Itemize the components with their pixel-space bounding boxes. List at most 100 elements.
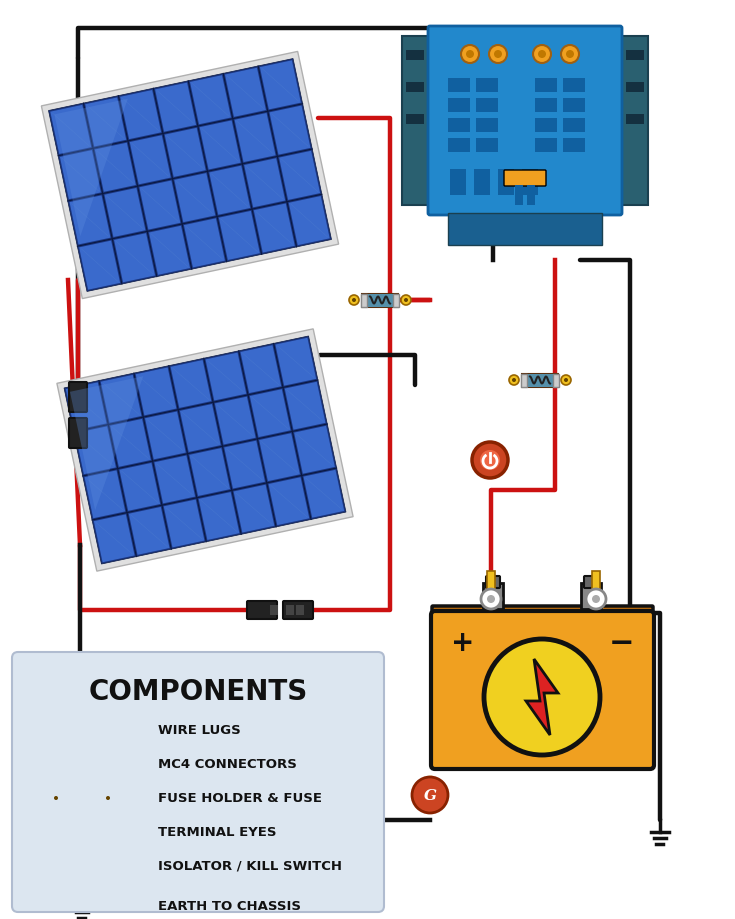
Polygon shape <box>234 113 276 162</box>
Bar <box>450 169 466 195</box>
Polygon shape <box>63 791 69 804</box>
Polygon shape <box>276 338 316 386</box>
Polygon shape <box>526 659 558 735</box>
Polygon shape <box>206 353 246 401</box>
Polygon shape <box>149 226 190 275</box>
Polygon shape <box>254 203 295 253</box>
Polygon shape <box>104 187 146 237</box>
Polygon shape <box>70 722 94 738</box>
Text: FUSE HOLDER & FUSE: FUSE HOLDER & FUSE <box>158 791 322 804</box>
Polygon shape <box>526 373 554 387</box>
Bar <box>620 36 648 205</box>
Polygon shape <box>64 336 346 564</box>
Polygon shape <box>200 120 240 169</box>
Polygon shape <box>209 165 250 215</box>
Circle shape <box>404 298 408 302</box>
Circle shape <box>538 50 546 58</box>
Polygon shape <box>79 241 120 289</box>
Bar <box>487 571 495 591</box>
Bar <box>535 78 557 92</box>
Circle shape <box>466 50 474 58</box>
Polygon shape <box>250 390 290 437</box>
FancyBboxPatch shape <box>431 611 654 769</box>
Bar <box>270 605 278 615</box>
Polygon shape <box>279 151 320 200</box>
Polygon shape <box>268 477 309 525</box>
Bar <box>563 78 585 92</box>
Bar <box>476 78 498 92</box>
Polygon shape <box>294 425 335 473</box>
Bar <box>626 114 644 124</box>
Polygon shape <box>68 791 96 804</box>
Text: COMPONENTS: COMPONENTS <box>88 678 308 706</box>
FancyBboxPatch shape <box>283 601 313 619</box>
Polygon shape <box>366 293 394 307</box>
Polygon shape <box>244 158 285 208</box>
Polygon shape <box>219 210 260 260</box>
FancyBboxPatch shape <box>247 601 277 619</box>
Polygon shape <box>259 433 300 482</box>
Bar <box>92 759 100 769</box>
Bar <box>476 98 498 112</box>
Polygon shape <box>165 128 206 177</box>
Circle shape <box>64 848 100 884</box>
Bar <box>515 185 523 205</box>
FancyBboxPatch shape <box>504 170 546 186</box>
Text: EARTH TO CHASSIS: EARTH TO CHASSIS <box>158 900 301 913</box>
Polygon shape <box>198 492 240 540</box>
Circle shape <box>72 836 92 856</box>
Bar <box>448 118 470 132</box>
Polygon shape <box>54 98 128 236</box>
Circle shape <box>51 793 61 803</box>
Circle shape <box>487 595 495 603</box>
Circle shape <box>489 45 507 63</box>
FancyBboxPatch shape <box>428 26 622 215</box>
Circle shape <box>494 50 502 58</box>
Circle shape <box>484 639 600 755</box>
Bar <box>76 759 84 769</box>
Circle shape <box>78 842 86 850</box>
Bar <box>286 605 294 615</box>
Bar <box>448 78 470 92</box>
Bar <box>498 169 514 195</box>
Bar <box>626 82 644 92</box>
Text: TERMINAL EYES: TERMINAL EYES <box>158 825 276 838</box>
Polygon shape <box>75 426 116 474</box>
Polygon shape <box>522 373 558 387</box>
Polygon shape <box>164 500 204 548</box>
Bar <box>535 138 557 152</box>
Bar <box>476 118 498 132</box>
Bar <box>592 571 600 591</box>
Circle shape <box>561 45 579 63</box>
Polygon shape <box>270 106 310 154</box>
Polygon shape <box>240 346 282 393</box>
Bar <box>527 185 535 205</box>
Bar <box>626 50 644 60</box>
Polygon shape <box>361 293 367 307</box>
FancyBboxPatch shape <box>53 755 83 773</box>
Circle shape <box>564 378 568 382</box>
Bar <box>474 169 490 195</box>
Bar <box>476 138 498 152</box>
Circle shape <box>566 50 574 58</box>
Polygon shape <box>215 397 256 445</box>
FancyBboxPatch shape <box>69 382 87 412</box>
Circle shape <box>481 589 501 609</box>
Text: −: − <box>609 629 635 657</box>
Polygon shape <box>95 791 101 804</box>
Polygon shape <box>41 51 339 299</box>
Bar <box>406 114 424 124</box>
Polygon shape <box>184 219 225 267</box>
Bar <box>448 138 470 152</box>
Text: MC4 CONNECTORS: MC4 CONNECTORS <box>158 757 297 770</box>
Polygon shape <box>136 368 176 415</box>
Polygon shape <box>155 83 196 131</box>
Bar <box>563 98 585 112</box>
Polygon shape <box>234 484 274 532</box>
Circle shape <box>472 442 508 478</box>
FancyBboxPatch shape <box>432 606 653 622</box>
Polygon shape <box>101 375 141 423</box>
Circle shape <box>103 793 113 803</box>
Text: G: G <box>423 789 437 803</box>
Polygon shape <box>50 105 91 154</box>
